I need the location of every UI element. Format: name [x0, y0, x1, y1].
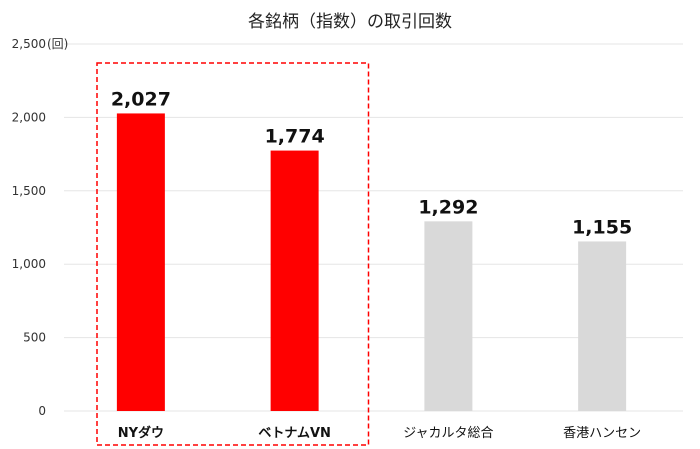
data-label: 1,155: [572, 216, 632, 238]
y-tick-label: 2,000: [12, 110, 46, 124]
data-label: 1,774: [265, 126, 325, 148]
y-tick-label: 0: [38, 404, 46, 418]
y-unit-label: (回): [47, 37, 68, 51]
x-category-label: ベトナムVN: [258, 426, 331, 441]
x-category-label: 香港ハンセン: [563, 426, 641, 441]
x-category-label: NYダウ: [118, 425, 164, 441]
y-tick-label: 2,500: [12, 37, 46, 51]
data-label: 1,292: [418, 196, 478, 218]
bar-3: [424, 221, 473, 411]
chart-title: 各銘柄（指数）の取引回数: [248, 12, 452, 32]
y-tick-label: 500: [23, 331, 46, 345]
data-label: 2,027: [111, 88, 171, 110]
bar-4: [578, 241, 627, 411]
y-tick-label: 1,500: [12, 184, 46, 198]
x-category-label: ジャカルタ総合: [403, 426, 493, 441]
bar-1: [116, 113, 165, 411]
highlight-box: [96, 62, 370, 446]
bar-2: [270, 150, 319, 412]
y-tick-label: 1,000: [12, 257, 46, 271]
